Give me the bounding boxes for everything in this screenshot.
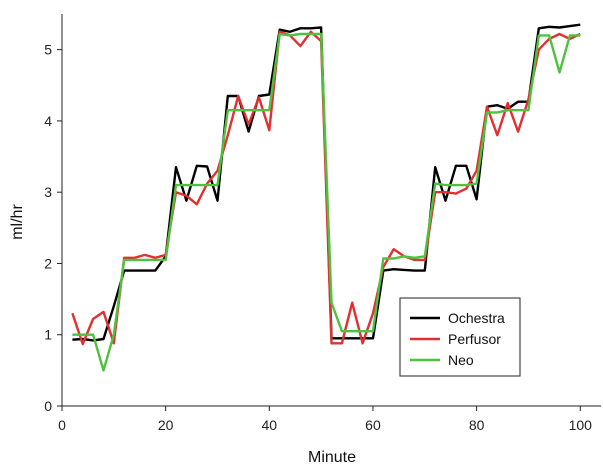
x-tick-label: 20 [158,417,174,433]
x-tick-label: 80 [469,417,485,433]
y-tick-label: 3 [44,184,52,200]
series-line-neo [72,32,581,372]
x-ticks: 0 20 40 60 80 100 [58,406,592,433]
x-tick-label: 40 [262,417,278,433]
legend-label-neo: Neo [448,352,474,368]
y-tick-label: 0 [44,398,52,414]
y-axis-title: ml/hr [9,204,26,240]
series-layer [71,23,581,372]
y-tick-label: 5 [44,42,52,58]
x-tick-label: 0 [58,417,66,433]
legend-box [399,297,521,377]
legend-label-ochestra: Ochestra [448,310,505,326]
x-tick-label: 100 [569,417,593,433]
axes [61,14,601,407]
x-axis-title: Minute [308,449,356,466]
legend-items: Ochestra Perfusor Neo [410,310,505,368]
y-ticks: 0 1 2 3 4 5 [44,42,62,414]
y-tick-label: 2 [44,255,52,271]
y-tick-label: 1 [44,327,52,343]
x-tick-label: 60 [365,417,381,433]
y-tick-label: 4 [44,113,52,129]
legend: Ochestra Perfusor Neo [399,297,521,377]
legend-label-perfusor: Perfusor [448,331,501,347]
